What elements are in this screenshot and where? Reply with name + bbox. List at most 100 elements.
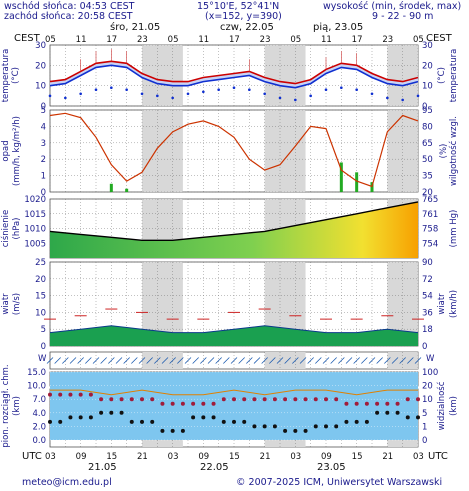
hour-cest-7: 23 xyxy=(260,35,271,45)
cloud-base-dot xyxy=(109,410,114,415)
cloud-base-dot xyxy=(354,419,359,424)
cloud-base-dot xyxy=(129,419,134,424)
dewpoint-dot xyxy=(294,98,297,102)
visibility-bg xyxy=(50,372,418,440)
hour-cest-11: 23 xyxy=(382,35,393,45)
wind-dir-arrow xyxy=(207,357,215,364)
vis-yunit: (km) xyxy=(12,396,22,416)
hour-cest-9: 11 xyxy=(321,35,332,45)
dewpoint-dot xyxy=(110,86,113,89)
vis-rtick-5: 100 xyxy=(422,368,438,378)
temp-min-line xyxy=(49,64,419,89)
cloud-top-dot xyxy=(385,401,390,406)
cloud-top-dot xyxy=(344,401,349,406)
windkm-rtick-1: 18 xyxy=(422,325,433,335)
cloud-top-dot xyxy=(201,401,206,406)
night-band-4-1 xyxy=(264,352,306,369)
humid-rtick-4: 80 xyxy=(422,122,433,132)
precip-bar xyxy=(109,183,113,192)
windkm-rtick-5: 90 xyxy=(422,258,433,268)
hour-utc-11: 21 xyxy=(382,452,393,462)
night-band-1-2 xyxy=(387,110,418,192)
wind-dir-arrow xyxy=(200,357,207,364)
dewpoint-dot xyxy=(64,96,67,100)
dewpoint-dot xyxy=(217,88,220,92)
vis-tick-3: 7.0 xyxy=(32,395,46,405)
wind-dir-arrow xyxy=(169,357,176,364)
wind-dir-arrow xyxy=(414,357,422,364)
cloud-top-dot xyxy=(150,397,155,402)
wind-dir-arrow xyxy=(100,357,107,364)
cloud-top-dot xyxy=(364,401,369,406)
cloud-base-dot xyxy=(262,424,267,429)
cloud-top-dot xyxy=(232,397,236,402)
pressure-line xyxy=(49,201,419,241)
cloud-base-dot xyxy=(119,410,124,415)
cloud-base-dot xyxy=(211,415,216,420)
dewpoint-dot xyxy=(309,94,312,98)
wind-tick-3: 15 xyxy=(35,292,46,302)
cloud-base-dot xyxy=(160,428,165,433)
temp-band xyxy=(50,61,418,88)
cloud-base-dot xyxy=(48,419,52,424)
temp-yunit: (°C) xyxy=(11,67,21,84)
precip-tick-4: 4 xyxy=(41,122,46,132)
cloud-base-dot xyxy=(293,428,298,433)
temp-rtick-1: 10 xyxy=(422,82,433,92)
cloud-base-dot xyxy=(364,419,369,424)
windkm-rtick-4: 72 xyxy=(422,275,433,285)
cloud-top-dot xyxy=(129,397,134,402)
wind-dir-arrow xyxy=(253,357,261,364)
compass-w-right: W xyxy=(426,354,435,364)
cloud-base-dot xyxy=(252,424,257,429)
cloud-base-dot xyxy=(221,419,226,424)
wind-dir-arrow xyxy=(307,357,314,364)
cest-left: CEST xyxy=(14,33,40,44)
windkm-rtick-2: 36 xyxy=(422,308,433,318)
press-yunit: (hPa) xyxy=(12,218,22,240)
hour-utc-9: 09 xyxy=(321,452,332,462)
wind-yunit: (m/s) xyxy=(12,293,22,315)
vis-rtick-3: 10 xyxy=(422,395,433,405)
precip-tick-5: 5 xyxy=(41,106,46,116)
cloud-top-dot xyxy=(58,392,63,397)
footer-email[interactable]: meteo@icm.edu.pl xyxy=(22,477,112,488)
wind-dir-arrow xyxy=(215,357,222,364)
day-label-2: czw, 22.05 xyxy=(220,22,274,33)
cloud-top-dot xyxy=(191,401,196,406)
altitude-title: wysokość (min, środek, max) xyxy=(323,1,462,12)
dewpoint-dot xyxy=(401,98,404,102)
press-tick-1: 1010 xyxy=(24,225,46,235)
humid-rtick-3: 65 xyxy=(422,139,433,149)
windkm-rtick-3: 54 xyxy=(422,292,433,302)
wind-dir-arrow xyxy=(376,357,383,364)
cloud-top-dot xyxy=(375,401,380,406)
precip-tick-3: 3 xyxy=(41,139,46,149)
utc-right: UTC xyxy=(428,451,448,462)
dewpoint-dot xyxy=(140,92,144,96)
altitude-values: 9 - 22 - 90 m xyxy=(372,11,434,22)
hour-utc-6: 15 xyxy=(229,452,240,462)
wind-dir-arrow xyxy=(223,357,230,364)
cloud-top-dot xyxy=(303,397,308,402)
dewpoint-dot xyxy=(370,92,374,96)
cloud-top-dot xyxy=(313,397,318,402)
dewpoint-dot xyxy=(79,92,82,96)
cloud-top-dot xyxy=(160,401,165,406)
precip-bar xyxy=(339,162,343,192)
temp-ylabel-right: temperatura xyxy=(449,49,459,103)
hour-utc-8: 03 xyxy=(290,452,301,462)
wind-tick-4: 20 xyxy=(35,275,46,285)
pressmm-rtick-3: 765 xyxy=(422,195,438,205)
cloud-top-dot xyxy=(211,401,216,406)
wind-dir-arrow xyxy=(322,357,330,364)
cloud-base-dot xyxy=(180,428,185,433)
cloud-base-dot xyxy=(375,410,380,415)
night-band-0-1 xyxy=(264,45,306,106)
cloud-base-dot xyxy=(395,410,400,415)
wind-dir-arrow xyxy=(269,357,276,364)
day-bottom-2: 22.05 xyxy=(200,462,229,473)
day-bottom-3: 23.05 xyxy=(317,462,346,473)
cloud-top-dot xyxy=(272,397,277,402)
pressmm-rtick-0: 754 xyxy=(422,239,438,249)
